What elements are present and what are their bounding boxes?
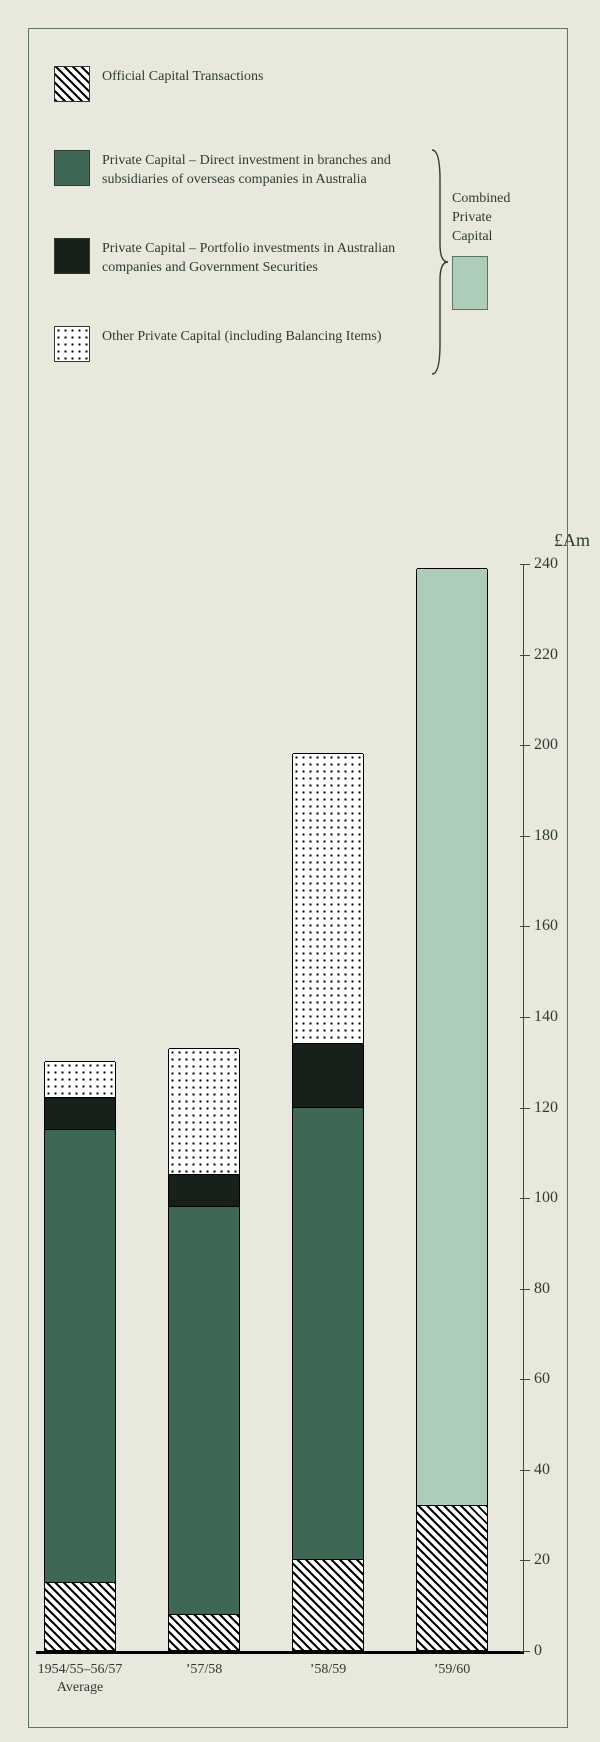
text: Combined <box>452 191 510 206</box>
bar-segment-official <box>293 1559 363 1650</box>
y-tick <box>520 1198 530 1199</box>
y-tick <box>520 1017 530 1018</box>
y-tick <box>520 564 530 565</box>
chart-area: 0204060801001201401601802002202401954/55… <box>36 564 524 1654</box>
y-tick <box>520 926 530 927</box>
legend-swatch-black <box>54 238 90 274</box>
bar-segment-direct <box>293 1107 363 1560</box>
y-tick-label: 140 <box>534 1008 558 1026</box>
legend: Official Capital Transactions Private Ca… <box>54 66 444 362</box>
y-tick <box>520 836 530 837</box>
legend-label: Private Capital – Direct investment in b… <box>102 150 444 190</box>
text: Private <box>452 210 492 225</box>
bar-segment-other <box>45 1061 115 1097</box>
y-tick <box>520 1379 530 1380</box>
y-tick <box>520 1470 530 1471</box>
legend-label: Private Capital – Portfolio investments … <box>102 238 444 278</box>
legend-swatch-lightgreen <box>452 256 488 310</box>
y-tick-label: 120 <box>534 1099 558 1117</box>
y-tick-label: 40 <box>534 1461 550 1479</box>
y-tick <box>520 1289 530 1290</box>
bar-segment-official <box>45 1582 115 1650</box>
legend-row-direct: Private Capital – Direct investment in b… <box>54 150 444 190</box>
legend-combined-label: Combined Private Capital <box>452 190 552 247</box>
legend-row-portfolio: Private Capital – Portfolio investments … <box>54 238 444 278</box>
bar-c1 <box>44 1062 116 1651</box>
bar-c3 <box>292 754 364 1651</box>
bar-segment-direct <box>45 1129 115 1582</box>
legend-row-official: Official Capital Transactions <box>54 66 444 102</box>
bar-segment-official <box>417 1505 487 1650</box>
x-axis-label: ’59/60 <box>396 1661 508 1679</box>
bar-segment-other <box>169 1048 239 1175</box>
legend-row-other: Other Private Capital (including Balanci… <box>54 326 444 362</box>
y-tick <box>520 1651 530 1652</box>
y-tick-label: 180 <box>534 827 558 845</box>
bar-segment-combined <box>417 568 487 1506</box>
y-tick-label: 80 <box>534 1280 550 1298</box>
legend-swatch-dotted <box>54 326 90 362</box>
x-axis-label: ’58/59 <box>272 1661 384 1679</box>
y-tick-label: 0 <box>534 1642 542 1660</box>
bar-segment-portfolio <box>169 1174 239 1206</box>
x-axis-baseline <box>36 1651 524 1654</box>
y-tick-label: 240 <box>534 555 558 573</box>
y-tick-label: 60 <box>534 1370 550 1388</box>
y-axis <box>523 564 524 1654</box>
bar-c4 <box>416 569 488 1651</box>
bar-segment-direct <box>169 1206 239 1614</box>
legend-label: Other Private Capital (including Balanci… <box>102 326 382 347</box>
bar-segment-portfolio <box>293 1043 363 1106</box>
bar-segment-portfolio <box>45 1097 115 1129</box>
x-axis-label: ’57/58 <box>148 1661 260 1679</box>
brace-icon <box>430 148 448 376</box>
y-tick <box>520 1108 530 1109</box>
legend-swatch-hatch <box>54 66 90 102</box>
legend-swatch-darkgreen <box>54 150 90 186</box>
legend-label: Official Capital Transactions <box>102 66 264 87</box>
bar-segment-other <box>293 753 363 1043</box>
y-axis-unit: £Am <box>554 530 590 551</box>
y-tick-label: 220 <box>534 646 558 664</box>
y-tick <box>520 655 530 656</box>
y-tick-label: 200 <box>534 736 558 754</box>
y-tick <box>520 745 530 746</box>
y-tick-label: 160 <box>534 917 558 935</box>
bar-segment-official <box>169 1614 239 1650</box>
y-tick-label: 100 <box>534 1189 558 1207</box>
text: Capital <box>452 229 492 244</box>
x-axis-label: 1954/55–56/57Average <box>24 1661 136 1696</box>
y-tick <box>520 1560 530 1561</box>
bar-c2 <box>168 1049 240 1651</box>
y-tick-label: 20 <box>534 1551 550 1569</box>
